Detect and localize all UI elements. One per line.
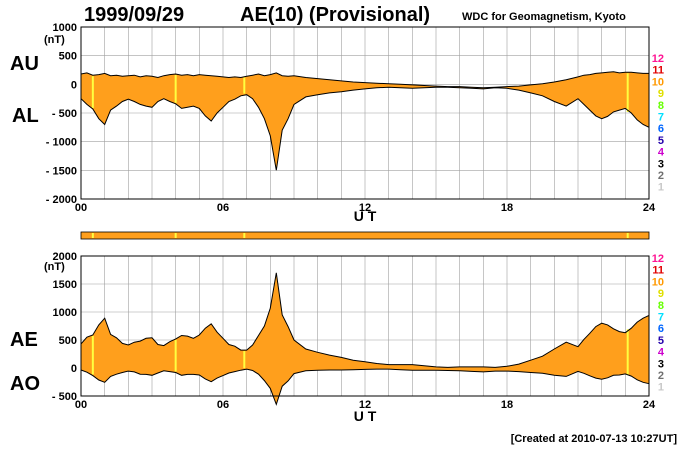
date-title: 1999/09/29 (84, 4, 184, 26)
y-tick-label: 1000 (53, 307, 77, 319)
ao-line (80, 368, 650, 406)
station-count-label: 9 (658, 288, 664, 300)
station-count-label: 8 (658, 300, 664, 312)
station-count-strip (80, 231, 650, 240)
ae-line (80, 272, 650, 368)
station-count-label: 12 (652, 53, 664, 65)
au-al-grid (81, 26, 649, 200)
au-al-fill-area (81, 71, 649, 171)
y-tick-label: - 1000 (46, 137, 77, 149)
ae-ao-panel: 2000 1500 1000 500 0 - 500 00 06 12 18 24 (nT) AE… (10, 251, 656, 424)
y-tick-label: 0 (71, 79, 77, 91)
station-count-label: 1 (658, 182, 664, 194)
ae-ao-plot-frame (80, 255, 650, 397)
y-tick-label: 500 (59, 51, 77, 63)
y-tick-label: 1000 (53, 22, 77, 34)
x-tick-label: 24 (643, 202, 656, 214)
station-count-label: 1 (658, 382, 664, 394)
y-tick-label: 2000 (53, 251, 77, 263)
x-tick-label: 00 (75, 399, 87, 411)
station-count-label: 7 (658, 112, 664, 124)
y-tick-label: - 2000 (46, 194, 77, 206)
station-count-label: 12 (652, 253, 664, 265)
station-count-label: 3 (658, 158, 664, 170)
ae-ao-x-ticks: 00 06 12 18 24 (75, 399, 656, 411)
station-count-label: 11 (652, 265, 664, 277)
station-count-label: 9 (658, 88, 664, 100)
au-al-panel: 1000 500 0 - 500 - 1000 - 1500 - 2000 00 06 12 18… (10, 22, 656, 224)
station-count-label: 4 (658, 347, 665, 359)
au-al-y-ticks: 1000 500 0 - 500 - 1000 - 1500 - 2000 (46, 22, 77, 206)
ae-ao-station-markers (91, 329, 629, 376)
station-count-label: 6 (658, 323, 664, 335)
x-tick-label: 12 (359, 399, 371, 411)
station-count-label: 2 (658, 370, 664, 382)
y-tick-label: 500 (59, 335, 77, 347)
x-tick-label: 06 (217, 202, 229, 214)
x-tick-label: 06 (217, 399, 229, 411)
source-label: WDC for Geomagnetism, Kyoto (462, 11, 626, 23)
y-tick-label: 1500 (53, 279, 77, 291)
au-line (80, 71, 649, 89)
ae-ao-fill-area (81, 272, 649, 405)
station-count-label: 11 (652, 65, 664, 77)
y-tick-label: - 500 (52, 391, 77, 403)
station-count-label: 4 (658, 147, 665, 159)
y-tick-label: - 1500 (46, 165, 77, 177)
al-label: AL (12, 105, 39, 127)
x-tick-label: 12 (359, 202, 371, 214)
ae-ao-y-ticks: 2000 1500 1000 500 0 - 500 (52, 251, 77, 403)
x-tick-label: 00 (75, 202, 87, 214)
station-strip-bar (80, 231, 650, 240)
station-count-label: 10 (652, 76, 664, 88)
ao-label: AO (10, 373, 40, 395)
ae-ao-unit-label: (nT) (44, 261, 65, 273)
al-line (80, 86, 650, 171)
au-al-x-axis-title: U T (354, 208, 377, 224)
au-al-unit-label: (nT) (44, 34, 65, 46)
ae-ao-x-axis-title: U T (354, 408, 377, 424)
station-count-label: 2 (658, 170, 664, 182)
station-count-label: 5 (658, 135, 664, 147)
index-title: AE(10) (Provisional) (240, 4, 430, 26)
station-count-label: 7 (658, 312, 664, 324)
station-count-label: 3 (658, 358, 664, 370)
created-timestamp: [Created at 2010-07-13 10:27UT] (511, 433, 678, 445)
station-count-label: 5 (658, 335, 664, 347)
y-tick-label: - 500 (52, 108, 77, 120)
station-count-label: 8 (658, 100, 664, 112)
au-al-x-ticks: 00 06 12 18 24 (75, 202, 656, 214)
au-label: AU (10, 53, 39, 75)
x-tick-label: 24 (643, 399, 656, 411)
au-al-station-markers (91, 73, 629, 112)
station-count-label: 6 (658, 123, 664, 135)
ae-label: AE (10, 329, 38, 351)
au-al-plot-frame (80, 26, 650, 200)
x-tick-label: 18 (501, 202, 513, 214)
x-tick-label: 18 (501, 399, 513, 411)
y-tick-label: 0 (71, 363, 77, 375)
station-count-label: 10 (652, 276, 664, 288)
